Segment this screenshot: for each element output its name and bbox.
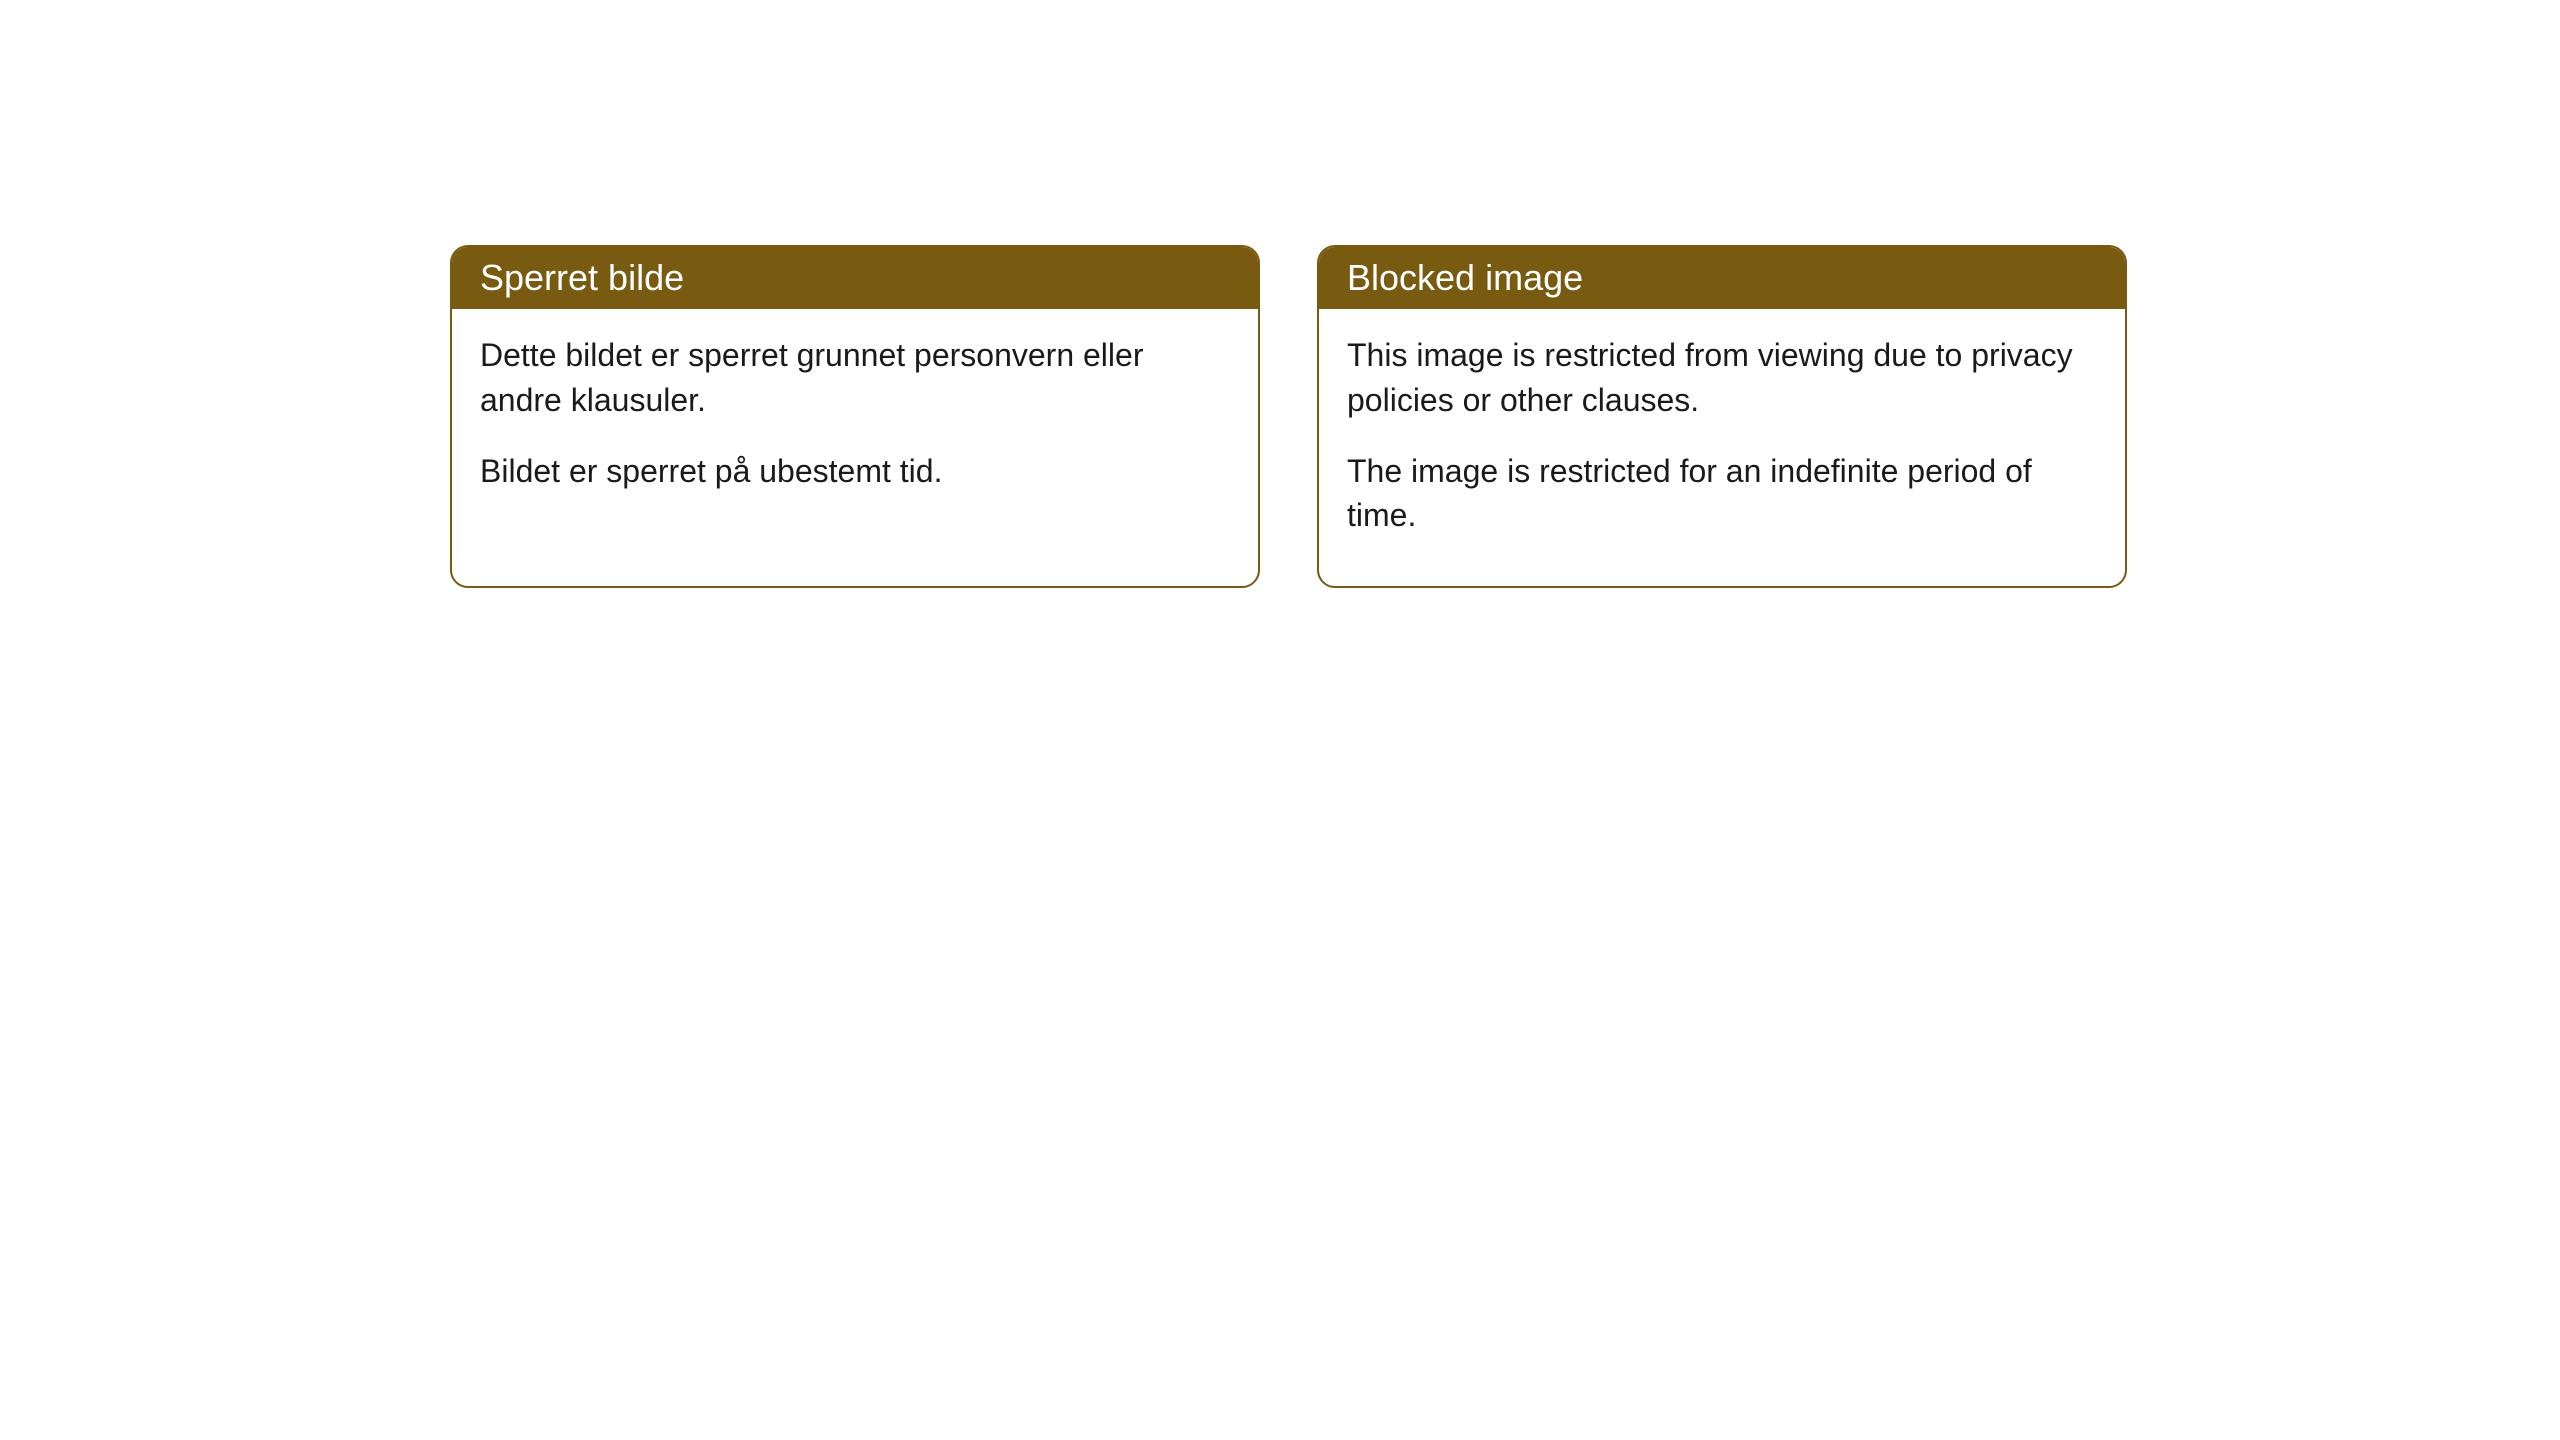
card-body: Dette bildet er sperret grunnet personve…	[452, 309, 1258, 541]
notice-card-norwegian: Sperret bilde Dette bildet er sperret gr…	[450, 245, 1260, 588]
card-header: Sperret bilde	[452, 247, 1258, 309]
card-header: Blocked image	[1319, 247, 2125, 309]
card-title: Blocked image	[1347, 257, 1583, 298]
card-body: This image is restricted from viewing du…	[1319, 309, 2125, 586]
notice-card-english: Blocked image This image is restricted f…	[1317, 245, 2127, 588]
card-paragraph-2: Bildet er sperret på ubestemt tid.	[480, 449, 1230, 494]
card-title: Sperret bilde	[480, 257, 684, 298]
card-paragraph-2: The image is restricted for an indefinit…	[1347, 449, 2097, 539]
card-paragraph-1: This image is restricted from viewing du…	[1347, 333, 2097, 423]
card-paragraph-1: Dette bildet er sperret grunnet personve…	[480, 333, 1230, 423]
notice-cards-container: Sperret bilde Dette bildet er sperret gr…	[0, 0, 2560, 588]
